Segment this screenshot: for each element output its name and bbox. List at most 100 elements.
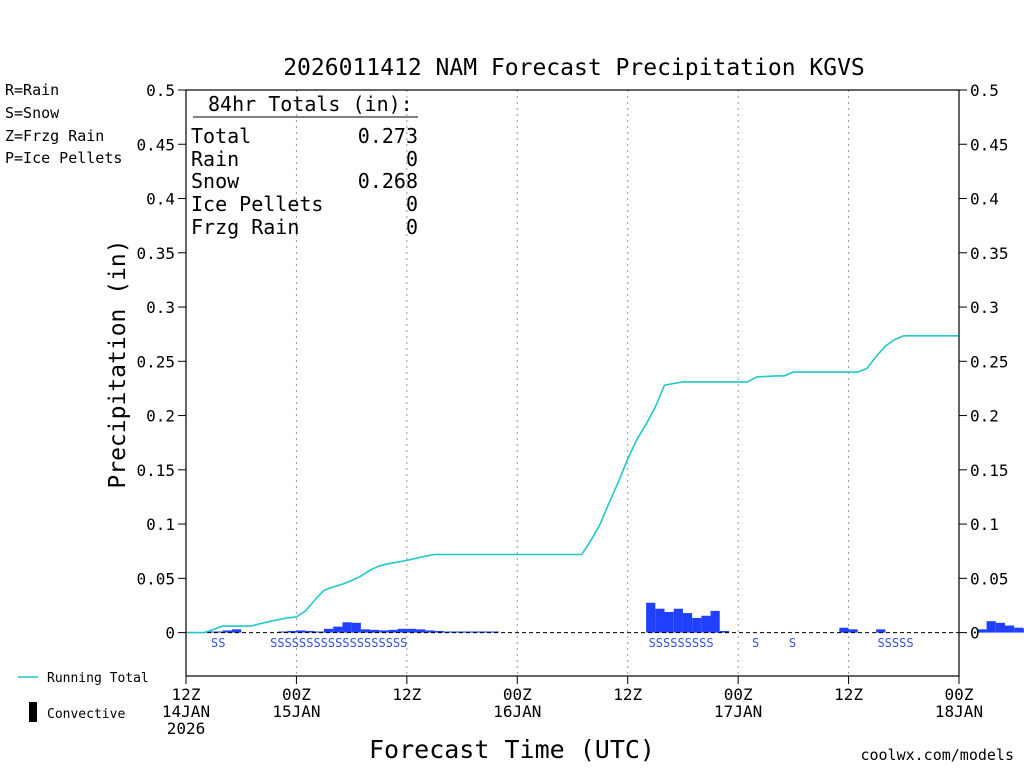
precip-bar-90	[1014, 627, 1024, 633]
precip-bar-53	[673, 608, 683, 633]
hourly-precip-bars	[204, 602, 1024, 633]
precip-bar-23	[397, 628, 407, 633]
x-tick-label-5-0: 00Z	[724, 685, 753, 704]
precip-bar-4	[222, 630, 233, 633]
precip-bar-27	[434, 630, 444, 633]
y-tick-label-right-5: 0.25	[970, 352, 1009, 371]
precip-bar-24	[406, 628, 417, 633]
precip-bar-14	[314, 631, 325, 633]
convective-legend-swatch	[29, 702, 37, 722]
snow-marker-3: S	[752, 636, 759, 650]
precip-bar-22	[388, 629, 398, 633]
y-tick-label-left-5: 0.25	[136, 352, 175, 371]
y-tick-label-right-10: 0.5	[970, 81, 999, 100]
y-axis-label: Precipitation (in)	[105, 239, 131, 488]
y-tick-label-right-6: 0.3	[970, 298, 999, 317]
y-axis-ticks: 0 0 0.05 0.05 0.1 0.1 0.15 0.15 0.2 0.2 0.25 0.25 0.…	[136, 81, 1008, 643]
y-tick-label-left-3: 0.15	[136, 461, 175, 480]
running-total-legend-label: Running Total	[47, 671, 149, 686]
precip-bar-54	[682, 613, 693, 633]
precip-bar-26	[425, 630, 435, 633]
x-tick-label-7-1: 18JAN	[935, 702, 983, 721]
x-tick-label-3-1: 16JAN	[493, 702, 541, 721]
vertical-gridlines	[295, 90, 850, 676]
y-tick-label-left-4: 0.2	[146, 407, 175, 426]
y-tick-label-right-1: 0.05	[970, 569, 1009, 588]
precip-bar-89	[1005, 625, 1015, 633]
legend-ice-pellets: P=Ice Pellets	[5, 149, 122, 167]
running-total-line	[186, 334, 959, 634]
x-tick-label-7-0: 00Z	[945, 685, 974, 704]
snow-marker-4: S	[789, 636, 796, 650]
precip-bar-20	[370, 629, 380, 633]
ptype-markers: SS SSSSSSSSSSSSSSSSSSS SSSSSSSSS S S SSSSS	[211, 636, 914, 650]
precip-bar-25	[416, 629, 426, 633]
precip-bar-50	[646, 602, 656, 633]
precip-bar-57	[710, 610, 720, 633]
precip-bar-10	[278, 631, 288, 633]
precip-bar-56	[701, 615, 711, 633]
precip-bar-33	[489, 631, 499, 633]
totals-value-rain: 0	[406, 147, 418, 171]
totals-value-snow: 0.268	[358, 169, 418, 193]
precip-bar-55	[692, 617, 702, 633]
x-tick-label-5-1: 17JAN	[714, 702, 762, 721]
totals-label-frzg-rain: Frzg Rain	[191, 215, 299, 239]
precip-bar-32	[480, 631, 490, 633]
precip-bar-52	[664, 611, 674, 633]
totals-value-ice-pellets: 0	[406, 192, 418, 216]
credit-text: coolwx.com/models	[860, 746, 1014, 764]
y-tick-label-left-10: 0.5	[146, 81, 175, 100]
precip-bar-86	[977, 629, 987, 633]
y-tick-label-right-2: 0.1	[970, 515, 999, 534]
y-tick-label-right-4: 0.2	[970, 407, 999, 426]
totals-box: 84hr Totals (in): Total 0.273 Rain 0 Sno…	[191, 92, 418, 239]
snow-marker-5: SSSSS	[877, 636, 913, 650]
legend-rain: R=Rain	[5, 81, 59, 99]
x-axis-label: Forecast Time (UTC)	[369, 735, 655, 764]
snow-marker-1: SSSSSSSSSSSSSSSSSSS	[270, 636, 407, 650]
y-tick-label-right-0: 0	[970, 624, 980, 643]
precip-bar-88	[995, 622, 1006, 633]
y-tick-label-right-3: 0.15	[970, 461, 1009, 480]
x-tick-label-1-0: 00Z	[282, 685, 311, 704]
y-tick-label-left-2: 0.1	[146, 515, 175, 534]
precip-bar-87	[986, 621, 996, 633]
y-tick-label-left-7: 0.35	[136, 244, 175, 263]
snow-marker-0: SS	[211, 636, 225, 650]
precip-bar-75	[876, 629, 886, 633]
y-tick-label-right-9: 0.45	[970, 135, 1009, 154]
totals-label-rain: Rain	[191, 147, 239, 171]
precip-bar-71	[839, 627, 849, 633]
x-tick-label-0-2: 2026	[167, 719, 206, 738]
snow-marker-2: SSSSSSSSS	[649, 636, 714, 650]
precip-bar-51	[655, 608, 665, 633]
precip-bar-21	[379, 630, 389, 633]
x-tick-label-4-0: 12Z	[613, 685, 642, 704]
y-tick-label-right-7: 0.35	[970, 244, 1009, 263]
x-tick-label-6-0: 12Z	[834, 685, 863, 704]
precip-bar-5	[232, 629, 242, 633]
totals-label-ice-pellets: Ice Pellets	[191, 192, 323, 216]
precip-bar-58	[719, 630, 729, 633]
precip-bar-31	[471, 631, 481, 633]
y-tick-label-left-1: 0.05	[136, 569, 175, 588]
x-tick-label-3-0: 00Z	[503, 685, 532, 704]
x-tick-label-0-0: 12Z	[172, 685, 201, 704]
precip-bar-17	[342, 622, 352, 633]
precip-bar-3	[213, 631, 223, 633]
x-tick-label-0-1: 14JAN	[162, 702, 210, 721]
precip-bar-72	[848, 629, 858, 633]
y-tick-label-left-9: 0.45	[136, 135, 175, 154]
totals-value-total: 0.273	[358, 124, 418, 148]
precip-bar-28	[443, 631, 453, 633]
plot-frame	[185, 89, 960, 677]
precip-bar-30	[462, 631, 472, 633]
x-tick-label-1-1: 15JAN	[272, 702, 320, 721]
totals-header: 84hr Totals (in):	[208, 92, 413, 116]
precip-bar-29	[452, 631, 463, 633]
precip-bar-19	[360, 629, 371, 633]
legend-snow: S=Snow	[5, 104, 60, 122]
